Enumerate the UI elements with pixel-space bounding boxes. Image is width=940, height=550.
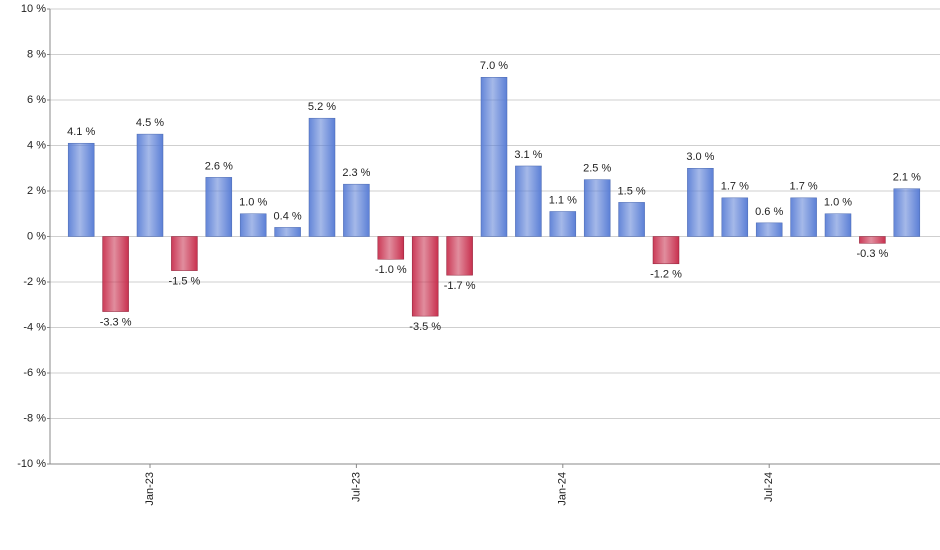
x-tick-label: Jan-23 xyxy=(144,472,156,506)
y-tick-label: -8 % xyxy=(23,412,46,424)
x-tick-label: Jul-23 xyxy=(350,472,362,502)
value-label: 4.5 % xyxy=(136,117,164,129)
bar xyxy=(549,211,577,237)
value-label: 3.1 % xyxy=(514,149,542,161)
bar xyxy=(343,183,370,237)
bar xyxy=(205,177,233,237)
value-label: 5.2 % xyxy=(308,101,336,113)
bar xyxy=(652,236,680,265)
value-label: 3.0 % xyxy=(686,151,714,163)
value-label: -3.3 % xyxy=(100,316,132,328)
bar xyxy=(618,202,645,237)
bar xyxy=(446,236,473,276)
value-label: 1.5 % xyxy=(618,185,646,197)
bar xyxy=(790,197,817,237)
bar xyxy=(102,236,129,312)
bar xyxy=(859,236,886,244)
bar xyxy=(583,179,611,237)
bar xyxy=(67,142,95,237)
bar xyxy=(239,213,267,237)
bar xyxy=(824,213,852,237)
y-tick-label: -2 % xyxy=(23,276,46,288)
bar xyxy=(377,236,405,260)
bar xyxy=(480,77,508,237)
value-label: 1.1 % xyxy=(549,194,577,206)
bar xyxy=(274,227,301,237)
y-tick-label: -6 % xyxy=(23,367,46,379)
bar xyxy=(136,133,164,237)
value-label: -1.2 % xyxy=(650,269,682,281)
bar xyxy=(171,236,198,271)
x-tick-label: Jan-24 xyxy=(557,472,569,506)
value-label: -1.0 % xyxy=(375,264,407,276)
value-label: -1.7 % xyxy=(444,280,476,292)
value-label: -3.5 % xyxy=(409,321,441,333)
x-tick-label: Jul-24 xyxy=(763,472,775,502)
y-tick-label: 10 % xyxy=(21,3,46,15)
bar xyxy=(411,236,439,317)
y-tick-label: 8 % xyxy=(27,48,46,60)
value-label: 1.0 % xyxy=(239,197,267,209)
value-label: 1.7 % xyxy=(790,181,818,193)
bar xyxy=(515,165,542,237)
y-tick-label: 6 % xyxy=(27,94,46,106)
bar xyxy=(893,188,921,237)
value-label: 2.1 % xyxy=(893,172,921,184)
value-label: 2.5 % xyxy=(583,163,611,175)
y-tick-label: 4 % xyxy=(27,139,46,151)
bar xyxy=(687,168,714,237)
y-tick-label: 2 % xyxy=(27,185,46,197)
value-label: -0.3 % xyxy=(857,248,889,260)
bar xyxy=(308,117,336,237)
bar xyxy=(755,222,783,237)
value-label: 0.6 % xyxy=(755,206,783,218)
value-label: 1.7 % xyxy=(721,181,749,193)
value-label: 2.6 % xyxy=(205,160,233,172)
y-tick-label: -10 % xyxy=(17,458,46,470)
value-label: 4.1 % xyxy=(67,126,95,138)
value-label: -1.5 % xyxy=(169,276,201,288)
value-label: 0.4 % xyxy=(274,210,302,222)
y-tick-label: 0 % xyxy=(27,230,46,242)
y-tick-label: -4 % xyxy=(23,321,46,333)
value-label: 2.3 % xyxy=(342,167,370,179)
bar xyxy=(721,197,749,237)
value-label: 7.0 % xyxy=(480,60,508,72)
value-label: 1.0 % xyxy=(824,197,852,209)
